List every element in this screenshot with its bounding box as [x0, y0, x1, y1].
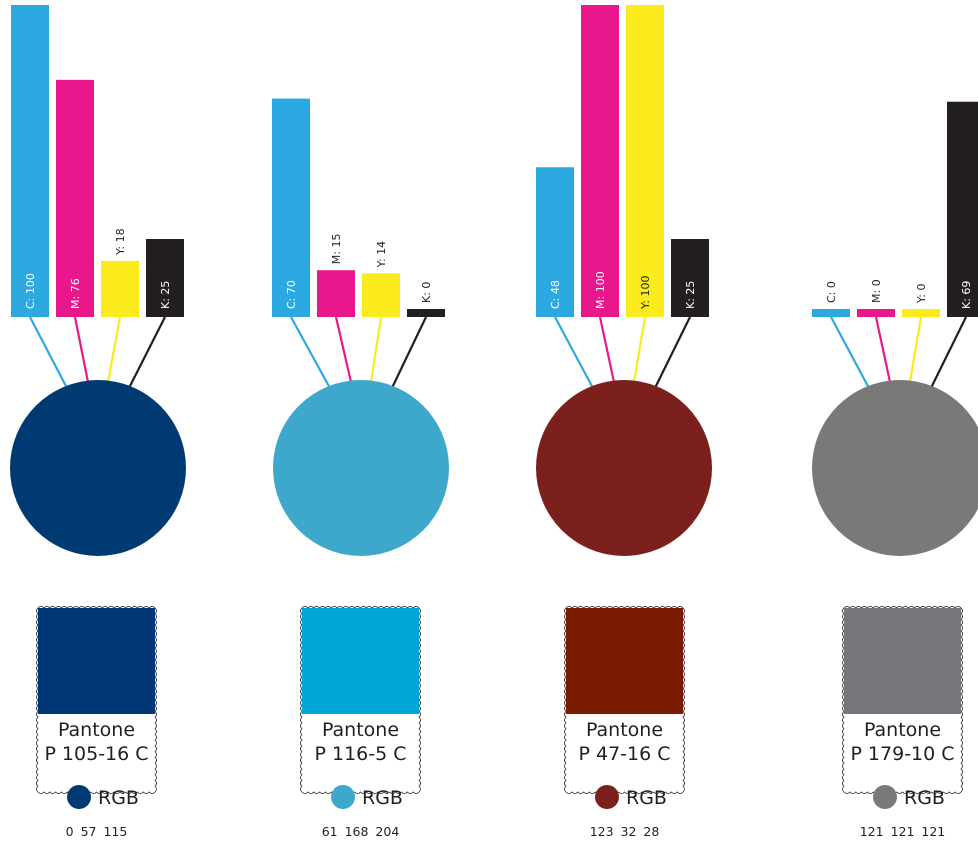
cmyk-bar-label: C: 0 [825, 281, 838, 303]
cmyk-bar-c [272, 98, 310, 317]
cmyk-bar-c [11, 5, 49, 317]
cmyk-bar-k [671, 239, 709, 317]
cmyk-bar-label: M: 100 [594, 271, 607, 309]
rgb-label: RGB [626, 787, 667, 809]
rgb-label: RGB [904, 787, 945, 809]
cmyk-bar-m [56, 79, 94, 317]
connector-line [106, 316, 122, 383]
cmyk-bar-m [317, 270, 355, 317]
cmyk-bar-label: M: 0 [870, 279, 883, 303]
connector-line [290, 316, 332, 391]
rgb-dot [67, 785, 91, 809]
cmyk-bar-label: Y: 14 [375, 241, 388, 268]
pantone-label: Pantone [586, 719, 663, 741]
pantone-swatch [566, 608, 683, 714]
cmyk-bar-label: K: 25 [159, 281, 172, 309]
color-circle [812, 380, 978, 556]
color-circle [536, 380, 712, 556]
cmyk-bar-label: Y: 0 [915, 284, 928, 304]
cmyk-bar-k [947, 101, 978, 317]
cmyk-bar-k [407, 309, 445, 317]
cmyk-bar-label: M: 76 [69, 278, 82, 309]
cmyk-bar-k [146, 239, 184, 317]
connector-line [334, 316, 353, 383]
cmyk-bar-label: M: 15 [330, 233, 343, 264]
rgb-values: 121 121 121 [860, 824, 946, 839]
connector-line [830, 316, 871, 391]
connector-line [598, 316, 616, 383]
pantone-label: Pantone [864, 719, 941, 741]
pantone-swatch [38, 608, 155, 714]
rgb-dot [331, 785, 355, 809]
cmyk-bar-m [581, 5, 619, 317]
pantone-code: P 179-10 C [850, 743, 954, 765]
rgb-label: RGB [98, 787, 139, 809]
connector-line [127, 316, 166, 391]
cmyk-bar-c [536, 167, 574, 317]
connector-line [390, 316, 427, 391]
rgb-dot [873, 785, 897, 809]
cmyk-bar-label: Y: 18 [114, 228, 127, 255]
pantone-code: P 47-16 C [578, 743, 670, 765]
cmyk-bar-label: C: 100 [24, 273, 37, 309]
rgb-values: 61 168 204 [322, 824, 400, 839]
connector-line [632, 316, 647, 383]
connector-line [29, 316, 69, 391]
cmyk-bar-y [902, 309, 940, 317]
rgb-label: RGB [362, 787, 403, 809]
color-circle [273, 380, 449, 556]
cmyk-bar-m [857, 309, 895, 317]
connector-line [73, 316, 90, 383]
connector-line [908, 316, 923, 383]
pantone-label: Pantone [322, 719, 399, 741]
connector-line [653, 316, 691, 391]
pantone-code: P 116-5 C [314, 743, 406, 765]
pantone-code: P 105-16 C [44, 743, 148, 765]
pantone-swatch [844, 608, 961, 714]
connector-line [554, 316, 595, 391]
cmyk-bar-y [626, 5, 664, 317]
connector-line [369, 316, 383, 383]
cmyk-bar-label: K: 25 [684, 281, 697, 309]
cmyk-bar-label: K: 0 [420, 282, 433, 303]
rgb-dot [595, 785, 619, 809]
connector-line [929, 316, 967, 391]
cmyk-bar-label: C: 48 [549, 280, 562, 309]
cmyk-bar-label: K: 69 [960, 281, 973, 309]
cmyk-bar-c [812, 309, 850, 317]
connector-line [874, 316, 892, 383]
cmyk-bar-label: C: 70 [285, 280, 298, 309]
color-circle [10, 380, 186, 556]
pantone-label: Pantone [58, 719, 135, 741]
rgb-values: 123 32 28 [590, 824, 660, 839]
cmyk-bar-y [362, 273, 400, 317]
cmyk-bar-y [101, 260, 139, 317]
rgb-values: 0 57 115 [66, 824, 128, 839]
cmyk-bar-label: Y: 100 [639, 276, 652, 310]
pantone-swatch [302, 608, 419, 714]
